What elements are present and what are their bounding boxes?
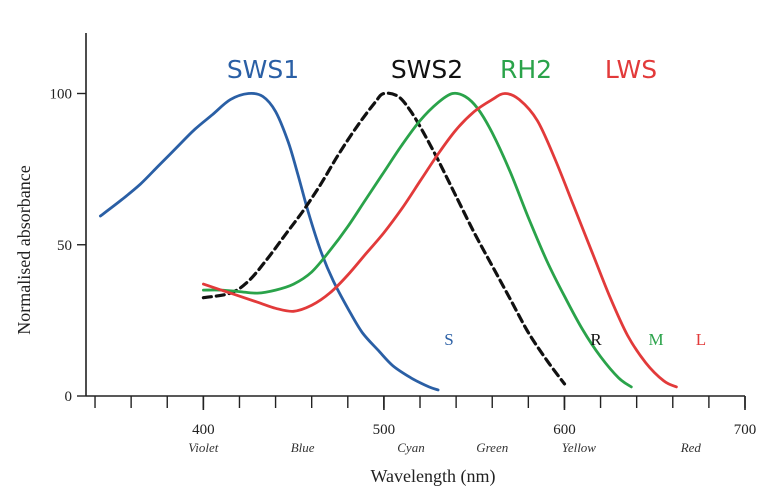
- x-tick-label: 700: [734, 422, 757, 438]
- series-name-lws: LWS: [605, 55, 657, 84]
- series-name-rh2: RH2: [500, 55, 552, 84]
- y-tick-label: 0: [65, 389, 73, 405]
- color-band-label: Yellow: [562, 440, 597, 455]
- x-axis-label: Wavelength (nm): [370, 466, 495, 487]
- axes-layer: [85, 33, 745, 397]
- series-line-lws: [202, 92, 678, 389]
- color-band-label: Violet: [188, 440, 218, 455]
- x-tick-label: 500: [373, 422, 396, 438]
- color-band-label: Blue: [291, 440, 315, 455]
- series-line-sws1: [99, 91, 440, 392]
- x-tick-label: 600: [553, 422, 576, 438]
- y-tick-label: 50: [57, 238, 72, 254]
- ticks-layer: [77, 92, 746, 410]
- series-end-label-sws2: R: [590, 330, 602, 349]
- x-tick-label: 400: [192, 422, 215, 438]
- color-band-label: Green: [476, 440, 508, 455]
- curves-layer: [99, 91, 678, 392]
- series-name-sws1: SWS1: [227, 55, 299, 84]
- series-end-label-sws1: S: [444, 330, 453, 349]
- series-line-rh2: [202, 91, 633, 389]
- series-line-sws2: [201, 91, 567, 386]
- labels-layer: 0 50 100 400 500 600 700 Violet Blue Cyan Green Yel…: [14, 55, 756, 487]
- color-band-label: Cyan: [397, 440, 424, 455]
- y-tick-label: 100: [50, 87, 73, 103]
- series-end-label-lws: L: [696, 330, 706, 349]
- color-band-label: Red: [680, 440, 702, 455]
- series-end-label-rh2: M: [648, 330, 663, 349]
- series-name-sws2: SWS2: [391, 55, 463, 84]
- y-axis-label: Normalised absorbance: [14, 165, 34, 334]
